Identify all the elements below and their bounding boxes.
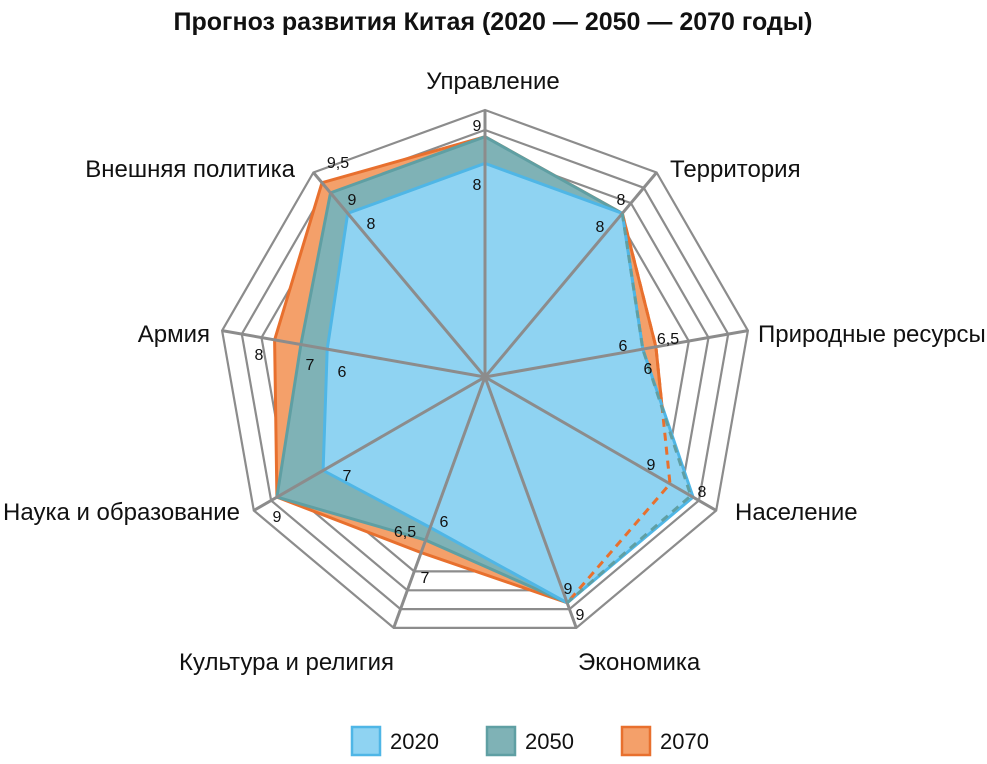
- value-label-2020-7: 7: [343, 468, 352, 485]
- value-label-2020-2: 8: [596, 219, 605, 236]
- axis-labels: Управление Территория Природные ресурсы Нас…: [3, 68, 986, 676]
- legend: 2020 2050 2070: [350, 725, 709, 757]
- value-label-2050-6: 6,5: [394, 524, 416, 541]
- legend-label-2050: 2050: [525, 729, 574, 754]
- axis-label-3: Природные ресурсы: [758, 321, 986, 348]
- axis-label-5: Экономика: [578, 649, 701, 676]
- legend-swatch-2020: [350, 725, 382, 757]
- grid-ring-4: [220, 108, 750, 630]
- axis-label-2: Территория: [670, 156, 801, 183]
- axis-label-9: Внешняя политика: [85, 156, 295, 183]
- value-label-2020-9: 8: [367, 216, 376, 233]
- spoke-7: [253, 375, 486, 512]
- value-label-2020-5: 9: [564, 581, 573, 598]
- legend-label-2020: 2020: [390, 729, 439, 754]
- value-label-2070-4: 8: [698, 484, 707, 501]
- spoke-6: [392, 376, 487, 629]
- value-label-2070-6: 7: [421, 570, 430, 587]
- series-projection-2070: [566, 213, 672, 604]
- value-label-2070-8: 8: [255, 347, 264, 364]
- value-label-2020-8: 6: [338, 364, 347, 381]
- axis-label-7: Наука и образование: [3, 499, 240, 526]
- value-label-2050-5: 9: [576, 607, 585, 624]
- spoke-3: [484, 329, 749, 379]
- spoke-2: [483, 171, 658, 378]
- series-area-2020: [321, 161, 695, 605]
- value-label-2050-9: 9: [348, 192, 357, 209]
- value-label-2050-1: 9: [473, 118, 482, 135]
- axis-label-4: Население: [735, 499, 858, 526]
- axis-label-1: Управление: [426, 68, 559, 95]
- value-label-2050-3: 6: [619, 338, 628, 355]
- axis-label-8: Армия: [138, 321, 210, 348]
- value-label-2070-2: 8: [617, 192, 626, 209]
- spoke-9: [312, 171, 487, 378]
- spoke-5: [483, 376, 578, 629]
- spoke-8: [221, 329, 486, 379]
- value-label-2020-3: 6: [644, 361, 653, 378]
- legend-swatch-2070: [620, 725, 652, 757]
- series-projection-2050: [566, 213, 693, 604]
- value-label-2020-4: 9: [647, 457, 656, 474]
- chart-title: Прогноз развития Китая (2020 — 2050 — 20…: [174, 8, 813, 36]
- axis-label-6: Культура и религия: [179, 649, 394, 676]
- legend-swatch-2050: [485, 725, 517, 757]
- spoke-4: [484, 375, 717, 512]
- value-label-2020-1: 8: [473, 177, 482, 194]
- value-label-2050-7: 9: [273, 509, 282, 526]
- value-label-2070-9: 9,5: [327, 155, 349, 172]
- value-label-2020-6: 6: [440, 514, 449, 531]
- value-label-2070-3: 6,5: [657, 331, 679, 348]
- value-label-2050-8: 7: [306, 357, 315, 374]
- grid-ring-3: [240, 128, 730, 611]
- series-areas: [221, 110, 749, 629]
- legend-label-2070: 2070: [660, 729, 709, 754]
